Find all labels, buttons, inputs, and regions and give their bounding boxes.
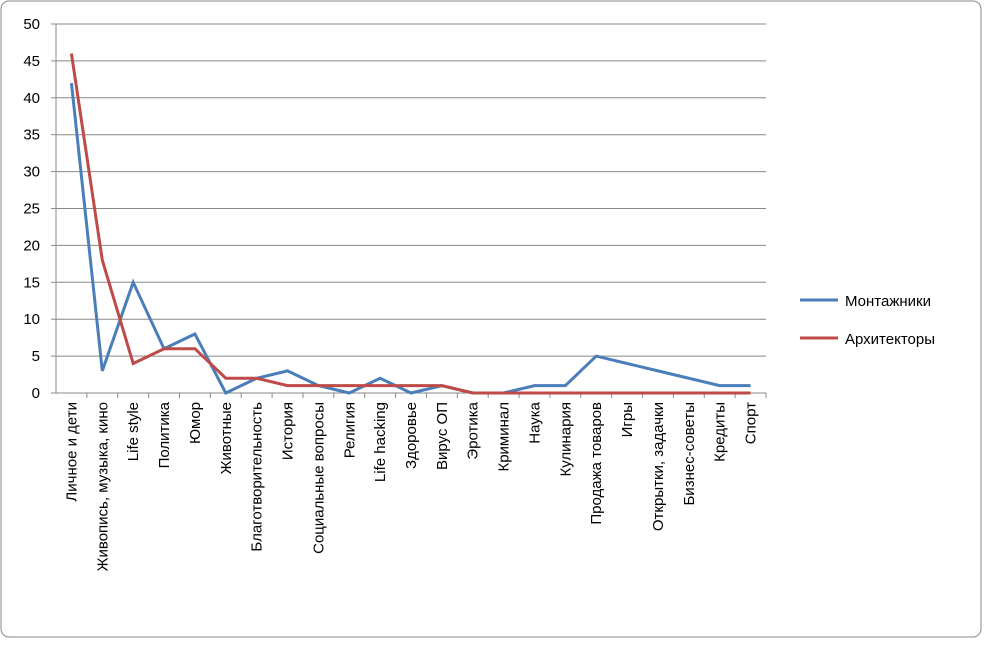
x-tick-label: Кулинария xyxy=(557,402,574,477)
x-tick-label: Здоровье xyxy=(403,402,420,469)
x-tick-label: Вирус ОП xyxy=(434,402,451,470)
x-tick-label: Юмор xyxy=(187,402,204,444)
x-tick-label: Кредиты xyxy=(712,402,729,462)
series-line xyxy=(69,53,751,395)
legend-label: Монтажники xyxy=(845,293,931,310)
x-tick-label: Продажа товаров xyxy=(588,402,605,525)
y-tick-label: 50 xyxy=(23,16,40,33)
y-tick-label: 0 xyxy=(32,385,40,402)
x-tick-label: Религия xyxy=(341,402,358,458)
y-tick-label: 10 xyxy=(23,311,40,328)
y-tick-label: 40 xyxy=(23,90,40,107)
x-tick-label: Наука xyxy=(526,401,543,443)
y-tick-label: 25 xyxy=(23,201,40,218)
x-tick-label: Политика xyxy=(156,401,173,468)
y-tick-label: 20 xyxy=(23,237,40,254)
x-tick-label: Открытки, задачки xyxy=(650,402,667,531)
x-tick-label: Личное и дети xyxy=(63,402,80,502)
x-tick-label: Life hacking xyxy=(372,402,389,482)
y-tick-label: 35 xyxy=(23,127,40,144)
x-tick-label: Животные xyxy=(218,402,235,474)
x-tick-label: История xyxy=(280,402,297,460)
x-tick-label: Эротика xyxy=(465,401,482,459)
series-line xyxy=(69,82,751,395)
x-tick-label: Игры xyxy=(619,402,636,437)
x-tick-label: Бизнес-советы xyxy=(681,402,698,506)
y-tick-label: 15 xyxy=(23,274,40,291)
x-tick-label: Благотворительность xyxy=(249,402,266,552)
y-tick-label: 5 xyxy=(32,348,40,365)
y-tick-label: 45 xyxy=(23,53,40,70)
x-tick-label: Социальные вопросы xyxy=(310,402,327,554)
y-tick-label: 30 xyxy=(23,164,40,181)
x-tick-label: Живопись, музыка, кино xyxy=(94,402,111,571)
legend-label: Архитекторы xyxy=(845,331,935,348)
x-tick-label: Life style xyxy=(125,402,142,461)
x-tick-label: Криминал xyxy=(496,402,513,472)
x-tick-label: Спорт xyxy=(743,402,760,444)
